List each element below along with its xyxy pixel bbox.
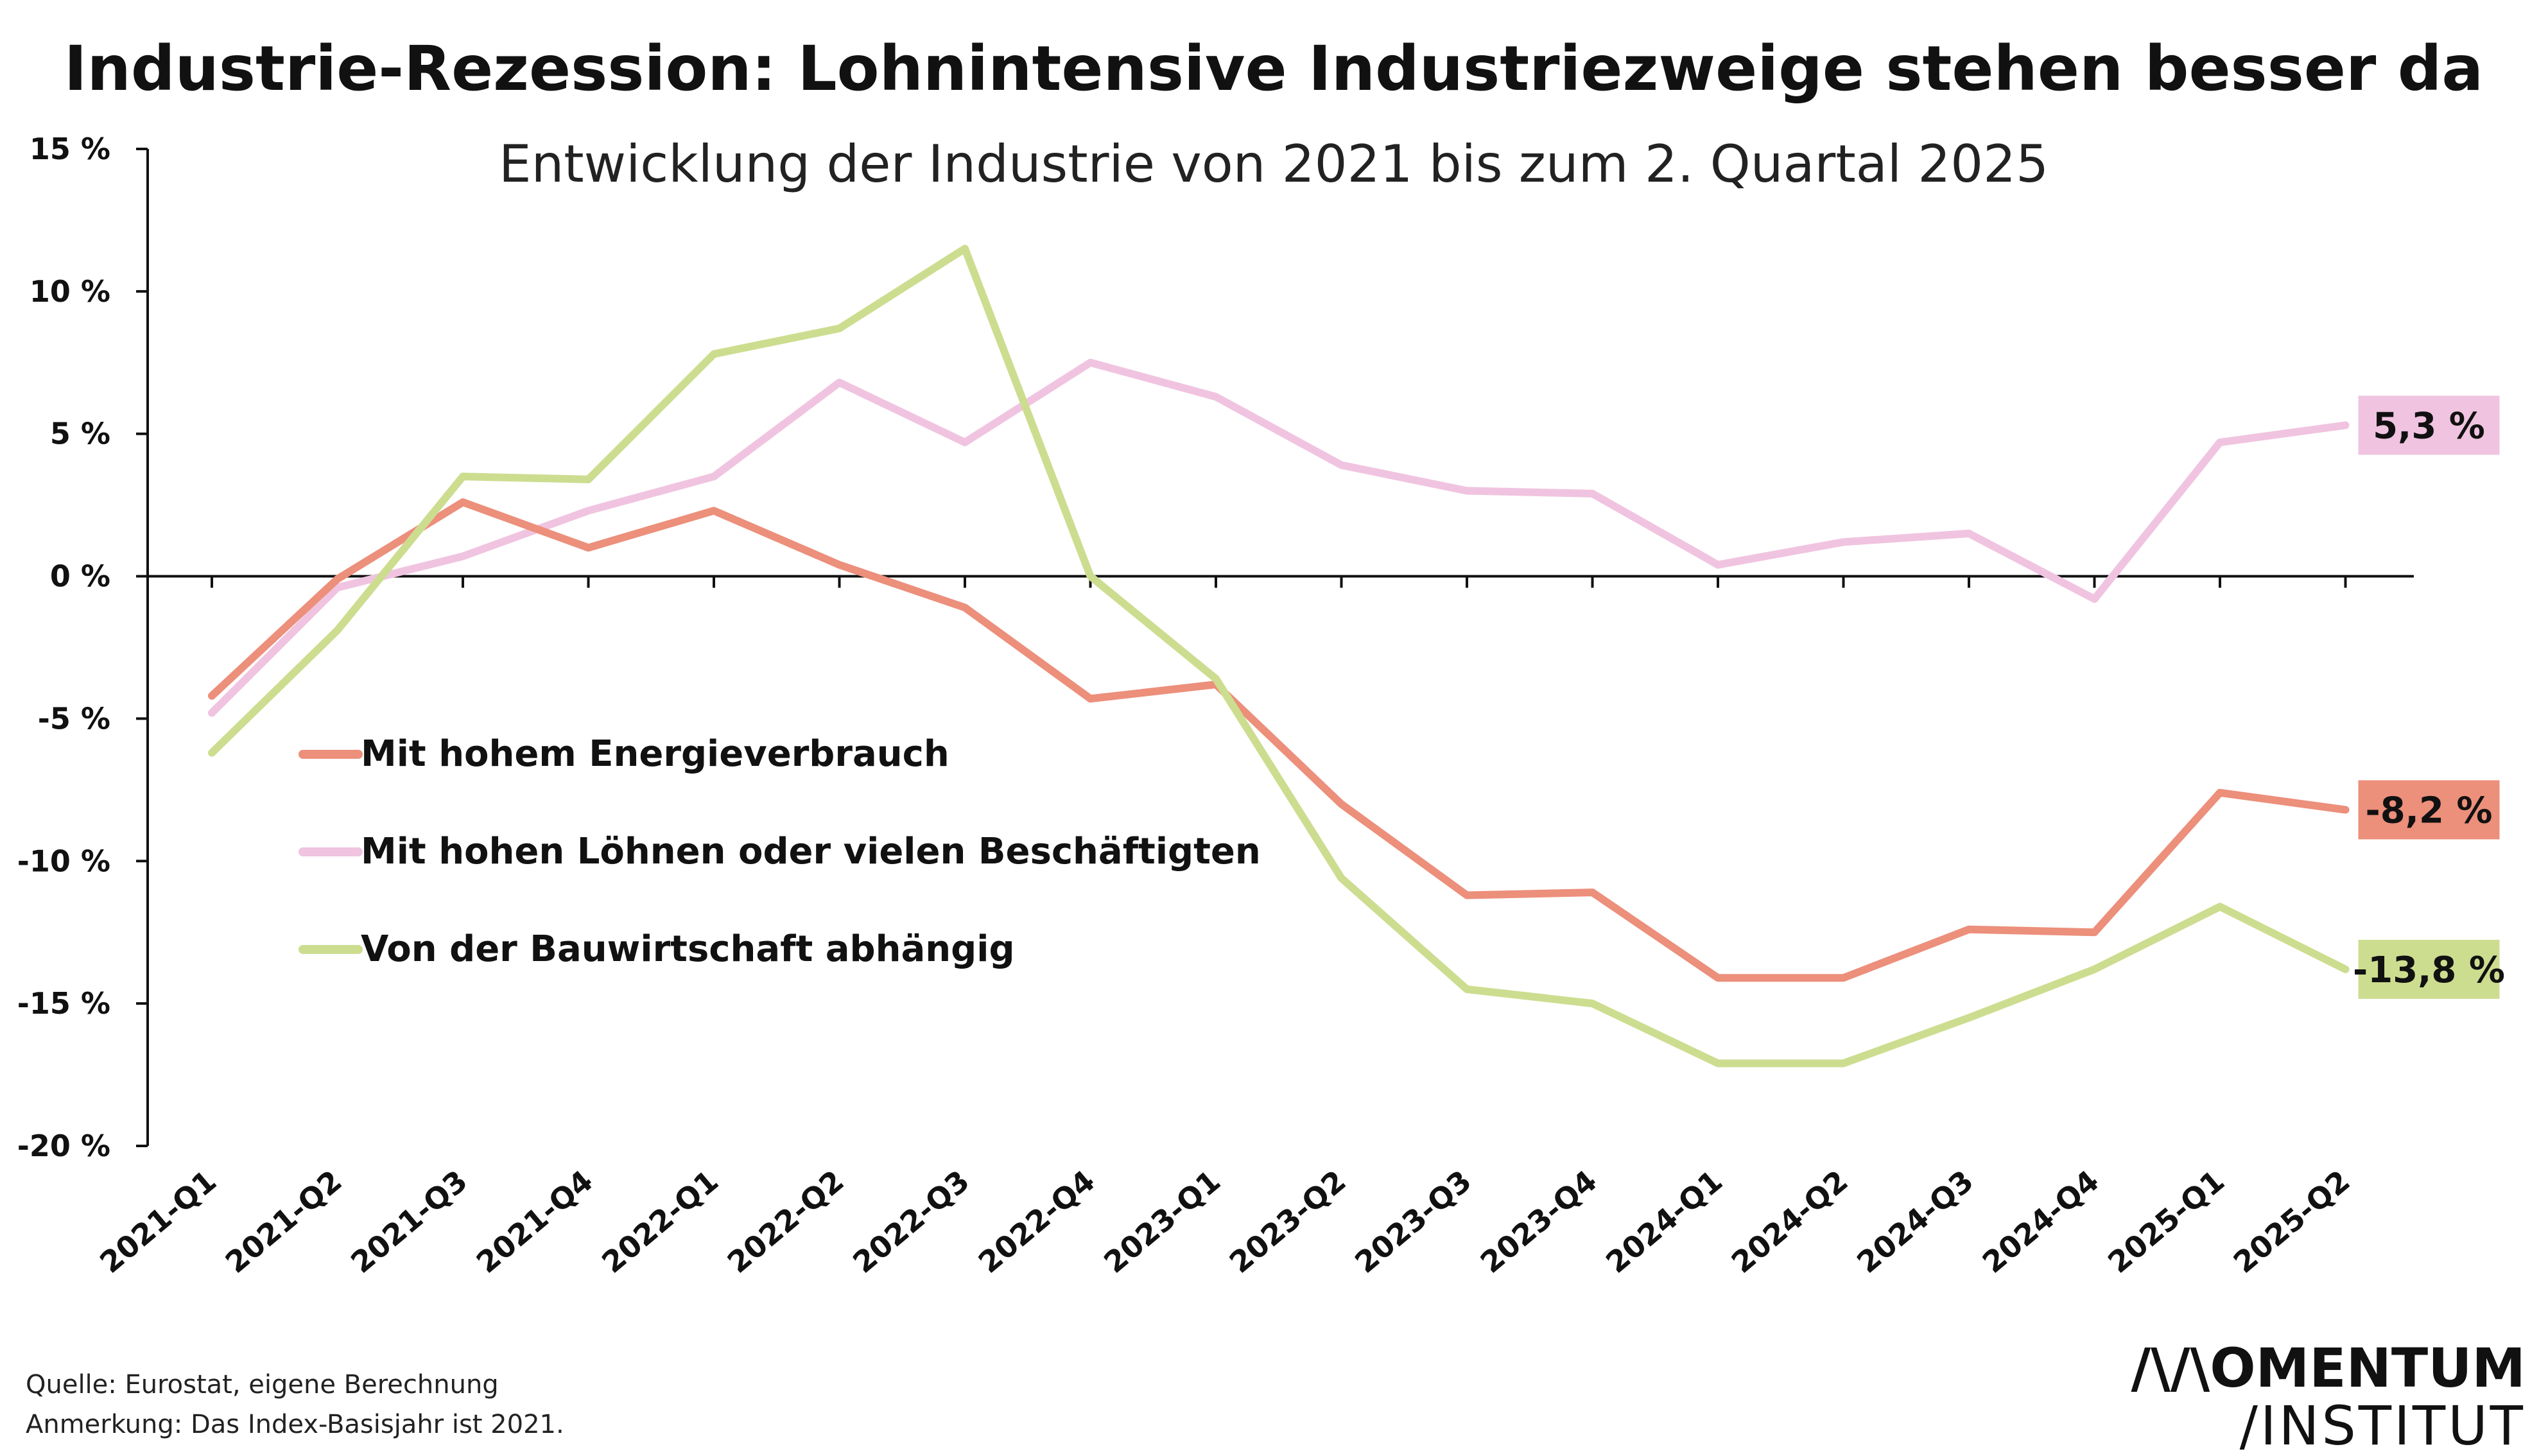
x-tick-label: 2021-Q3: [344, 1163, 474, 1280]
end-label-box: [2358, 780, 2500, 840]
end-label: -8,2 %: [2365, 790, 2492, 831]
y-tick-label: -15 %: [17, 986, 110, 1021]
x-tick-label: 2023-Q3: [1348, 1163, 1478, 1280]
y-tick-label: -10 %: [17, 844, 110, 878]
y-tick-label: -20 %: [17, 1129, 110, 1163]
x-tick-label: 2022-Q4: [972, 1163, 1102, 1280]
end-label: 5,3 %: [2373, 405, 2485, 447]
y-tick-label: 0 %: [50, 559, 110, 594]
y-tick-label: 15 %: [30, 132, 110, 166]
chart-title: Industrie-Rezession: Lohnintensive Indus…: [64, 33, 2483, 105]
y-tick-label: -5 %: [38, 701, 110, 736]
legend: Mit hohem Energieverbrauch Mit hohen Löhn…: [299, 733, 1261, 970]
x-tick-label: 2021-Q1: [93, 1163, 223, 1280]
x-tick-label: 2023-Q2: [1223, 1163, 1353, 1280]
x-tick-label: 2025-Q2: [2227, 1163, 2357, 1280]
source-note: Quelle: Eurostat, eigene Berechnung: [26, 1370, 499, 1400]
end-label-box: [2358, 395, 2500, 455]
x-tick-label: 2021-Q2: [219, 1163, 349, 1280]
end-labels: -8,2 % 5,3 % -13,8 %: [2353, 395, 2505, 999]
legend-entry: Mit hohen Löhnen oder vielen Beschäftigt…: [361, 831, 1261, 872]
x-tick-label: 2023-Q1: [1097, 1163, 1227, 1280]
y-axis-ticks: 15 % 10 % 5 % 0 % -5 % -10 % -15 % -20 %: [17, 132, 148, 1163]
x-tick-label: 2023-Q4: [1474, 1163, 1604, 1280]
x-tick-label: 2024-Q2: [1725, 1163, 1855, 1280]
end-label: -13,8 %: [2353, 949, 2505, 991]
x-tick-label: 2021-Q4: [470, 1163, 600, 1280]
x-tick-label: 2024-Q1: [1599, 1163, 1729, 1280]
series-lines: [208, 245, 2350, 1068]
x-tick-label: 2024-Q3: [1850, 1163, 1980, 1280]
series-line: [208, 358, 2350, 717]
chart-subtitle: Entwicklung der Industrie von 2021 bis z…: [499, 134, 2049, 194]
logo-institut: /INSTITUT: [2240, 1394, 2526, 1456]
annotation-note: Anmerkung: Das Index-Basisjahr ist 2021.: [26, 1410, 564, 1439]
x-tick-label: 2022-Q2: [721, 1163, 851, 1280]
x-tick-label: 2024-Q4: [1976, 1163, 2106, 1280]
end-label-box: [2358, 939, 2500, 999]
series-line: [208, 498, 2350, 982]
x-tick-label: 2025-Q1: [2101, 1163, 2231, 1280]
series-line: [208, 245, 2350, 1068]
x-tick-label: 2022-Q3: [846, 1163, 976, 1280]
logo-momentum: /\/\OMENTUM: [2131, 1337, 2526, 1400]
x-tick-label: 2022-Q1: [595, 1163, 725, 1280]
legend-entry: Mit hohem Energieverbrauch: [361, 733, 949, 775]
legend-entry: Von der Bauwirtschaft abhängig: [361, 928, 1015, 970]
y-tick-label: 5 %: [50, 417, 110, 451]
y-tick-label: 10 %: [30, 274, 110, 309]
